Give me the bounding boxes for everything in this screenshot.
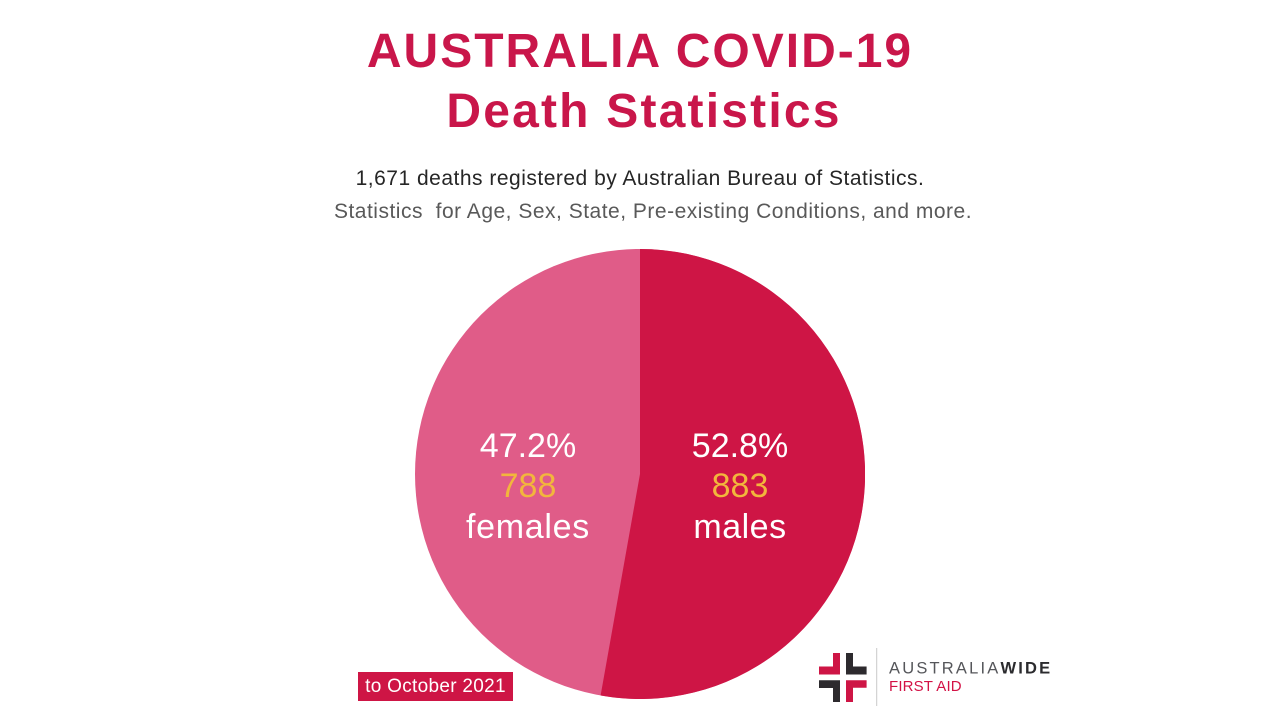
svg-text:AUSTRALIAWIDE: AUSTRALIAWIDE xyxy=(889,660,1052,678)
svg-text:FIRST AID: FIRST AID xyxy=(889,678,962,695)
